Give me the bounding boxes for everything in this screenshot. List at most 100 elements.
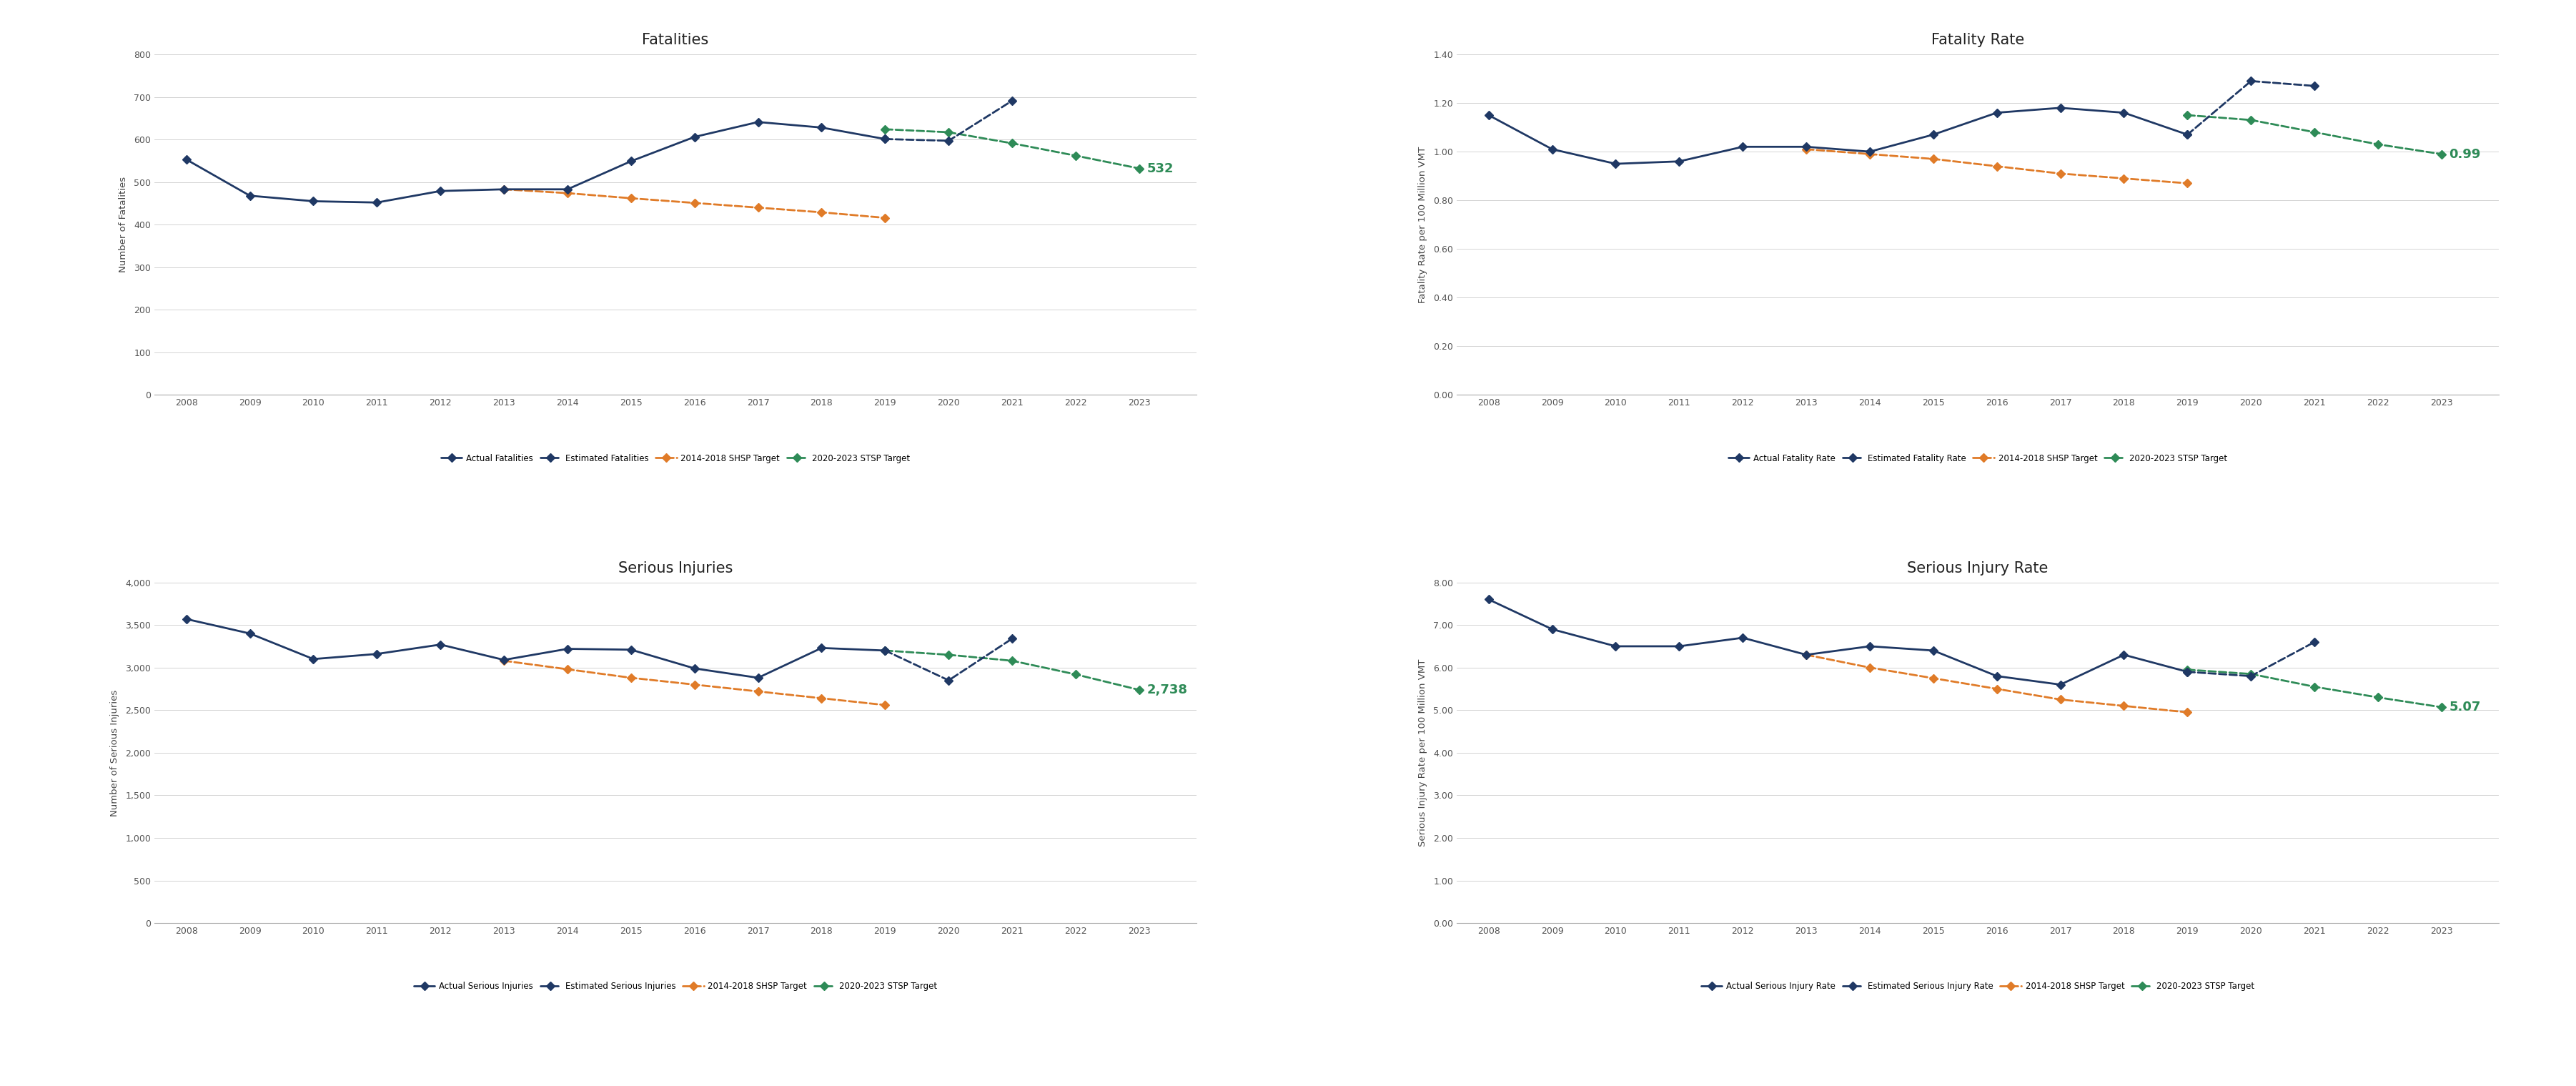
Actual Serious Injury Rate: [2172, 666, 2202, 679]
2020-2023 STSP Target: [2236, 114, 2267, 127]
Estimated Serious Injury Rate: [2236, 670, 2267, 683]
Actual Serious Injury Rate: [1600, 640, 1631, 653]
Actual Serious Injuries: [170, 613, 201, 626]
2014-2018 SHSP Target: [742, 201, 773, 214]
2014-2018 SHSP Target: [616, 671, 647, 684]
Actual Serious Injuries: [234, 627, 265, 640]
Estimated Fatalities: [933, 135, 963, 148]
2014-2018 SHSP Target: [1790, 648, 1821, 661]
Legend: Actual Fatalities, Estimated Fatalities, 2014-2018 SHSP Target, 2020-2023 STSP T: Actual Fatalities, Estimated Fatalities,…: [438, 451, 914, 466]
Title: Serious Injuries: Serious Injuries: [618, 561, 732, 576]
Actual Serious Injuries: [425, 639, 456, 652]
Actual Fatality Rate: [1473, 109, 1504, 122]
Line: 2014-2018 SHSP Target: 2014-2018 SHSP Target: [500, 658, 889, 708]
Actual Fatality Rate: [2172, 128, 2202, 141]
Estimated Serious Injuries: [871, 644, 902, 657]
2014-2018 SHSP Target: [742, 685, 773, 698]
Text: 0.99: 0.99: [2450, 148, 2481, 161]
2014-2018 SHSP Target: [1855, 148, 1886, 161]
Line: 2020-2023 STSP Target: 2020-2023 STSP Target: [881, 647, 1141, 693]
Actual Serious Injury Rate: [1981, 670, 2012, 683]
2020-2023 STSP Target: [1123, 683, 1154, 696]
Estimated Fatality Rate: [2236, 75, 2267, 88]
Actual Fatalities: [425, 185, 456, 198]
Actual Serious Injury Rate: [2107, 648, 2138, 661]
Actual Fatality Rate: [1790, 140, 1821, 153]
Title: Fatalities: Fatalities: [641, 33, 708, 47]
2014-2018 SHSP Target: [489, 182, 520, 195]
Actual Serious Injury Rate: [1855, 640, 1886, 653]
Y-axis label: Serious Injury Rate per 100 Million VMT: Serious Injury Rate per 100 Million VMT: [1419, 659, 1427, 847]
Actual Fatalities: [489, 182, 520, 195]
Actual Fatalities: [616, 154, 647, 167]
Estimated Fatality Rate: [2172, 128, 2202, 141]
Actual Fatalities: [234, 189, 265, 202]
Title: Fatality Rate: Fatality Rate: [1932, 33, 2025, 47]
2020-2023 STSP Target: [997, 137, 1028, 150]
Actual Fatality Rate: [1600, 157, 1631, 171]
Line: Actual Serious Injury Rate: Actual Serious Injury Rate: [1486, 596, 2190, 687]
2014-2018 SHSP Target: [871, 698, 902, 711]
2020-2023 STSP Target: [1061, 149, 1092, 162]
Line: Estimated Serious Injury Rate: Estimated Serious Injury Rate: [2184, 639, 2318, 679]
Actual Fatality Rate: [1728, 140, 1759, 153]
Line: Actual Fatality Rate: Actual Fatality Rate: [1486, 105, 2190, 167]
Actual Fatalities: [170, 153, 201, 166]
2020-2023 STSP Target: [2236, 668, 2267, 681]
2014-2018 SHSP Target: [1981, 682, 2012, 695]
2014-2018 SHSP Target: [551, 662, 582, 675]
Line: Actual Fatalities: Actual Fatalities: [183, 119, 889, 205]
Line: 2014-2018 SHSP Target: 2014-2018 SHSP Target: [1803, 147, 2190, 187]
2014-2018 SHSP Target: [1855, 661, 1886, 674]
Line: 2020-2023 STSP Target: 2020-2023 STSP Target: [881, 126, 1141, 172]
2014-2018 SHSP Target: [1919, 152, 1950, 165]
Actual Serious Injury Rate: [1728, 631, 1759, 644]
Estimated Fatality Rate: [2298, 79, 2329, 92]
2014-2018 SHSP Target: [2172, 177, 2202, 190]
Legend: Actual Fatality Rate, Estimated Fatality Rate, 2014-2018 SHSP Target, 2020-2023 : Actual Fatality Rate, Estimated Fatality…: [1726, 451, 2231, 466]
2014-2018 SHSP Target: [680, 678, 711, 691]
Actual Fatality Rate: [2045, 101, 2076, 114]
2014-2018 SHSP Target: [871, 212, 902, 225]
Actual Serious Injuries: [742, 671, 773, 684]
Actual Serious Injuries: [299, 653, 330, 666]
Actual Serious Injuries: [680, 661, 711, 674]
Actual Fatalities: [551, 182, 582, 195]
2014-2018 SHSP Target: [2045, 167, 2076, 180]
Y-axis label: Number of Serious Injuries: Number of Serious Injuries: [111, 690, 118, 816]
Actual Serious Injuries: [551, 642, 582, 655]
Actual Serious Injury Rate: [1790, 648, 1821, 661]
2014-2018 SHSP Target: [2172, 706, 2202, 719]
2014-2018 SHSP Target: [806, 205, 837, 218]
Actual Fatality Rate: [1664, 155, 1695, 168]
Actual Serious Injuries: [489, 654, 520, 667]
Legend: Actual Serious Injuries, Estimated Serious Injuries, 2014-2018 SHSP Target, 2020: Actual Serious Injuries, Estimated Serio…: [410, 978, 940, 995]
Actual Fatalities: [806, 121, 837, 134]
Text: 5.07: 5.07: [2450, 700, 2481, 714]
2014-2018 SHSP Target: [1919, 672, 1950, 685]
Actual Serious Injury Rate: [1538, 622, 1569, 635]
2020-2023 STSP Target: [997, 654, 1028, 667]
Actual Serious Injuries: [806, 642, 837, 655]
2020-2023 STSP Target: [2298, 680, 2329, 693]
Actual Serious Injuries: [616, 643, 647, 656]
Line: 2014-2018 SHSP Target: 2014-2018 SHSP Target: [500, 187, 889, 220]
Actual Serious Injuries: [871, 644, 902, 657]
2014-2018 SHSP Target: [806, 692, 837, 705]
2014-2018 SHSP Target: [1790, 142, 1821, 155]
2014-2018 SHSP Target: [1981, 160, 2012, 173]
Actual Fatalities: [742, 115, 773, 128]
2020-2023 STSP Target: [2298, 126, 2329, 139]
Line: Estimated Serious Injuries: Estimated Serious Injuries: [881, 635, 1015, 683]
Actual Fatality Rate: [1919, 128, 1950, 141]
Line: 2020-2023 STSP Target: 2020-2023 STSP Target: [2184, 112, 2445, 157]
2020-2023 STSP Target: [2172, 109, 2202, 122]
2014-2018 SHSP Target: [2045, 693, 2076, 706]
2020-2023 STSP Target: [2362, 691, 2393, 704]
2020-2023 STSP Target: [2427, 700, 2458, 714]
2014-2018 SHSP Target: [680, 197, 711, 210]
Estimated Serious Injuries: [997, 632, 1028, 645]
2020-2023 STSP Target: [1061, 668, 1092, 681]
2020-2023 STSP Target: [2172, 664, 2202, 677]
Actual Fatality Rate: [1981, 106, 2012, 119]
